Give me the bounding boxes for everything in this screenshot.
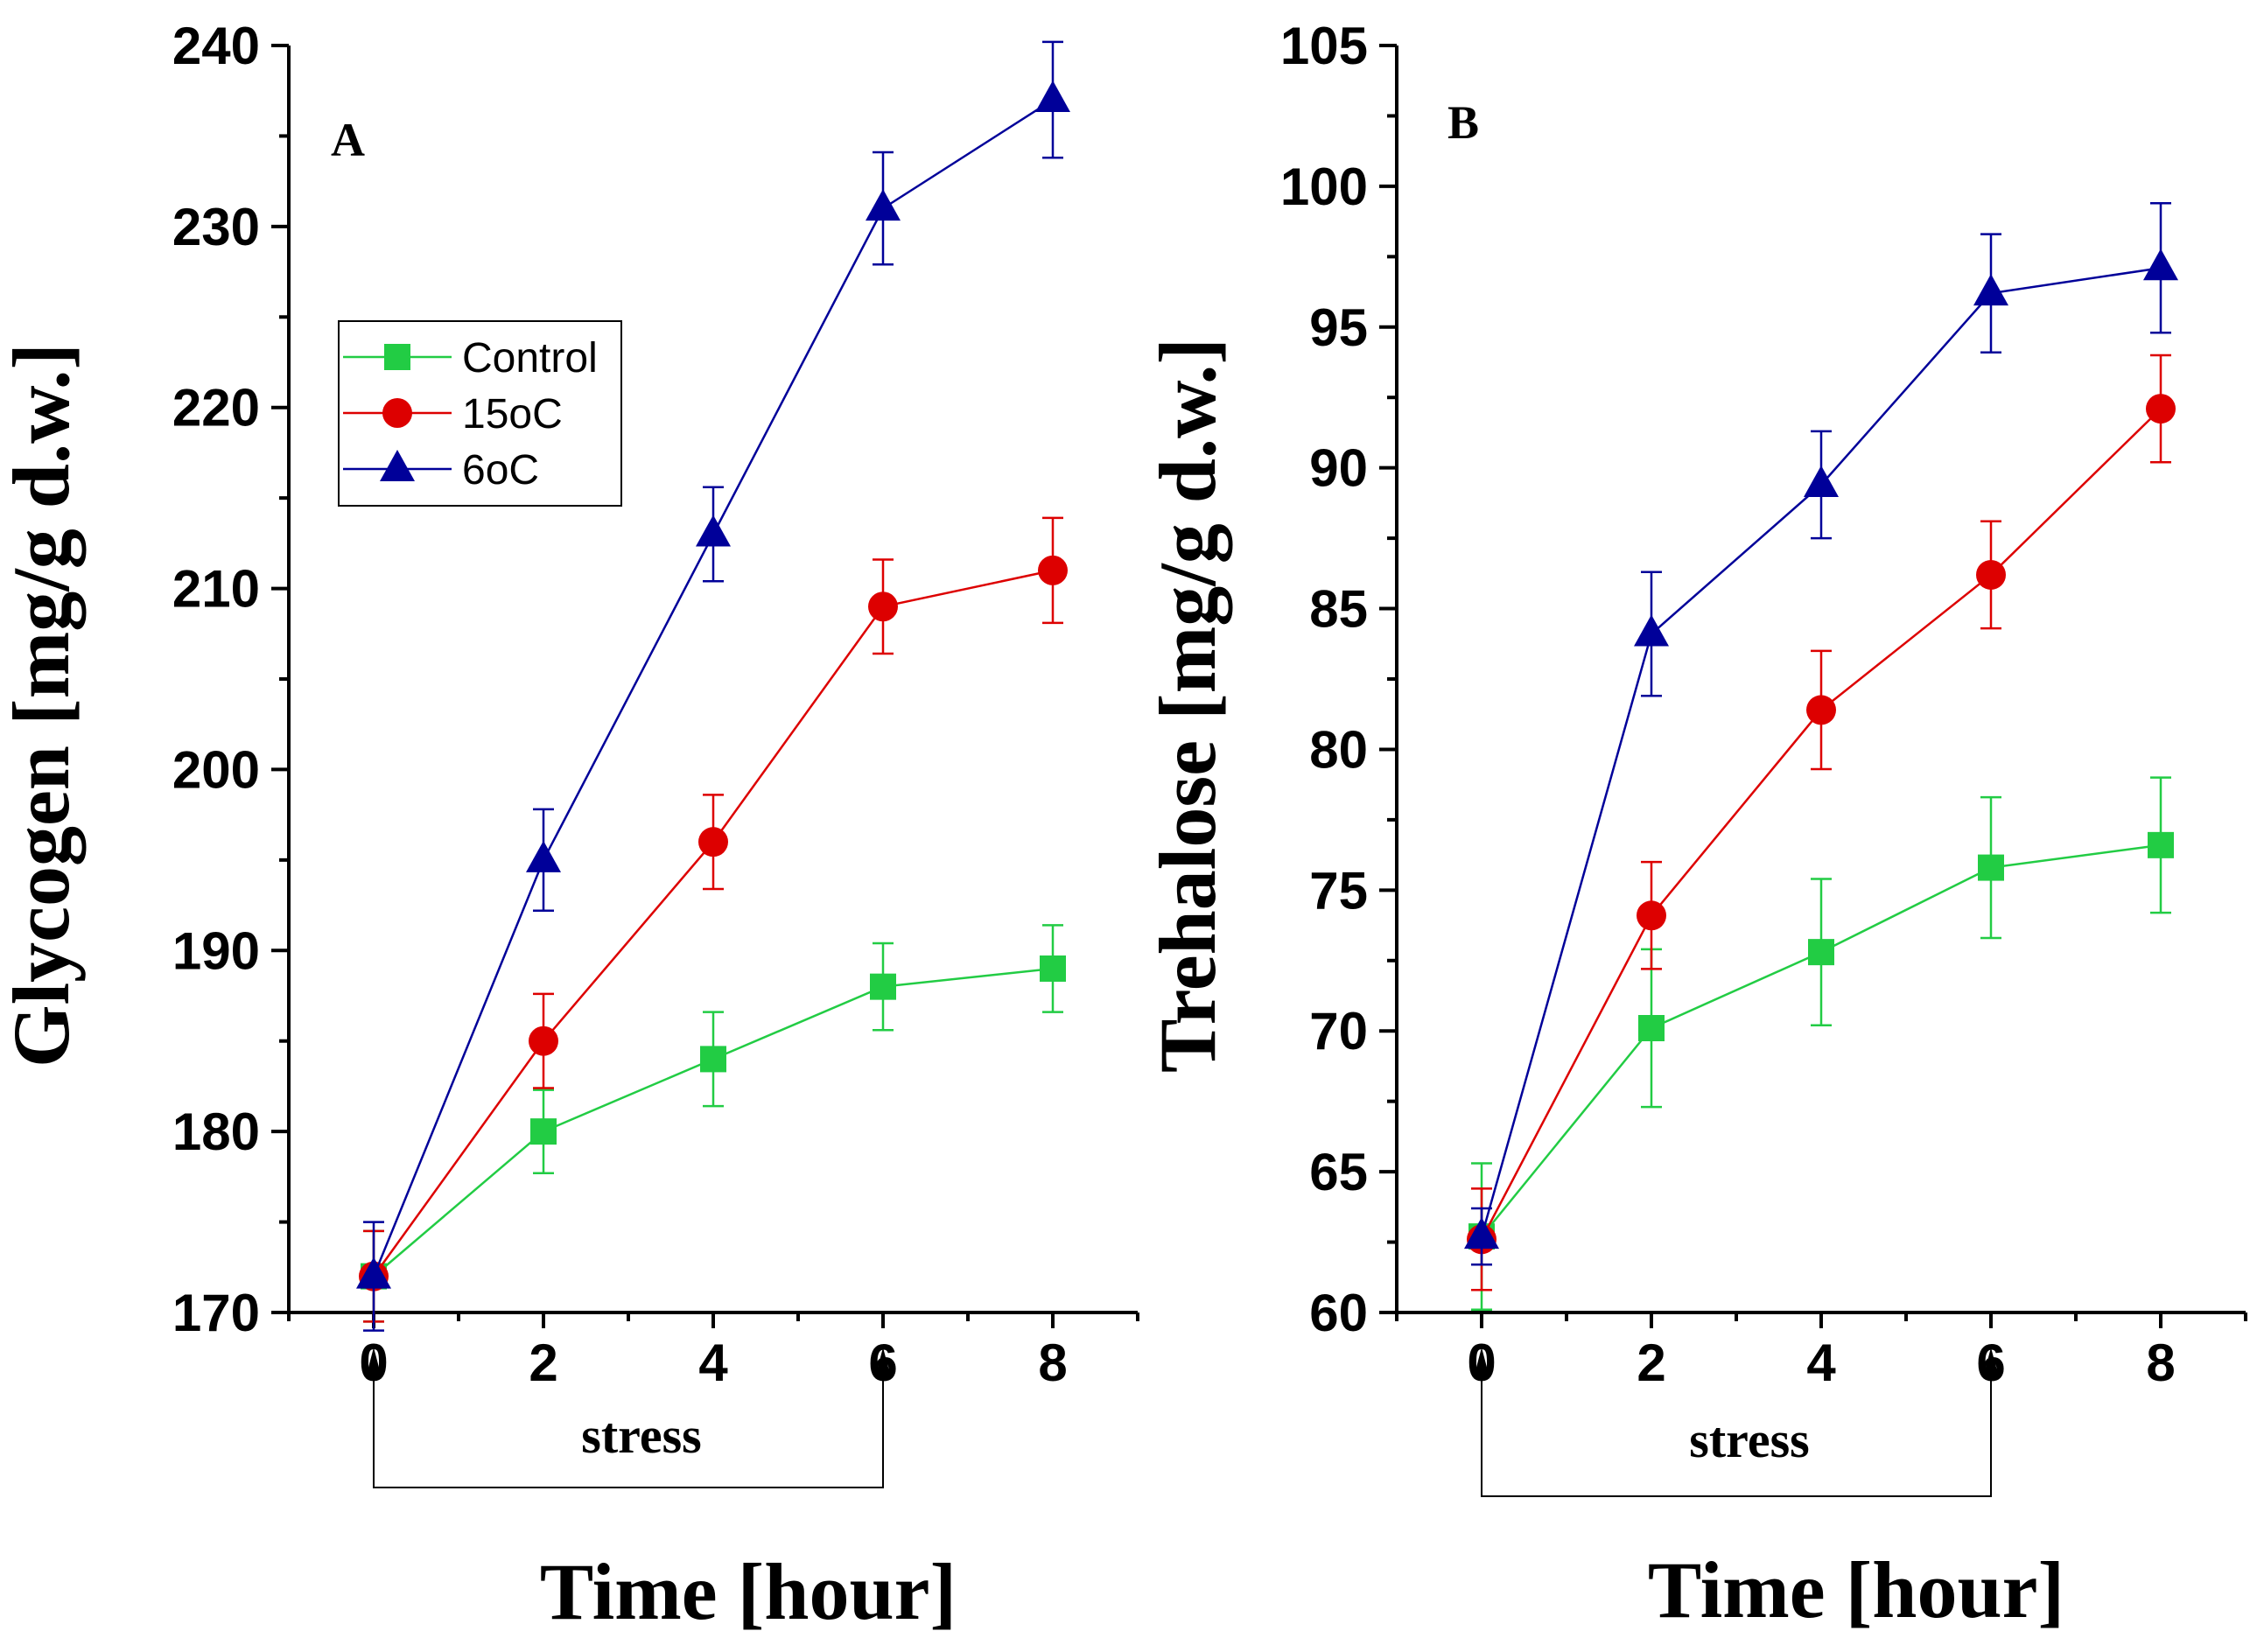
y-tick-label: 65 — [1309, 1143, 1368, 1201]
y-tick-label: 220 — [172, 379, 260, 438]
legend-item-control: Control — [343, 335, 598, 382]
data-point-control-x4 — [1808, 939, 1834, 966]
data-point-control-x2 — [1638, 1015, 1665, 1042]
stress-arrow-end-icon — [1983, 1348, 1999, 1377]
data-point-15oc-x6 — [868, 592, 898, 622]
series-6oc — [356, 40, 1070, 1332]
data-point-6oc-x8 — [2143, 248, 2178, 281]
legend: Control 15oC 6oC — [338, 320, 622, 507]
panel-letter: B — [1447, 96, 1479, 149]
data-point-15oc-x2 — [529, 1026, 558, 1056]
y-tick-label: 90 — [1309, 439, 1368, 498]
data-point-15oc-x4 — [698, 827, 728, 858]
panel-a-glycogen-chart: 17018019020021022023024002468Glycogen [m… — [0, 17, 1139, 1636]
panel-letter: A — [331, 114, 365, 166]
x-tick-label: 2 — [529, 1334, 557, 1392]
legend-marker-control — [384, 344, 410, 370]
y-axis-title: Trehalose [mg/g d.w.] — [1143, 338, 1232, 1073]
y-tick-label: 230 — [172, 198, 260, 256]
y-tick-label: 100 — [1280, 158, 1368, 216]
y-tick-label: 180 — [172, 1102, 260, 1161]
series-15oc — [359, 516, 1068, 1323]
stress-arrow-end-icon — [875, 1348, 891, 1377]
legend-marker-15oc — [382, 398, 412, 428]
legend-marker-6oc — [380, 450, 415, 481]
series-control — [1468, 776, 2174, 1312]
y-tick-label: 200 — [172, 740, 260, 799]
y-tick-label: 80 — [1309, 720, 1368, 779]
data-point-6oc-x8 — [1035, 80, 1070, 113]
y-tick-label: 190 — [172, 921, 260, 980]
legend-label: 6oC — [462, 447, 539, 494]
data-point-6oc-x2 — [526, 840, 561, 872]
x-axis-title: Time [hour] — [1648, 1545, 2064, 1634]
data-point-6oc-x2 — [1634, 614, 1669, 647]
y-tick-label: 60 — [1309, 1284, 1368, 1342]
stress-label: stress — [581, 1407, 701, 1464]
stress-bracket-line — [1481, 1365, 1992, 1497]
data-point-6oc-x0 — [356, 1256, 391, 1289]
data-point-control-x8 — [2148, 831, 2174, 858]
data-point-control-x4 — [700, 1046, 726, 1073]
y-tick-label: 170 — [172, 1284, 260, 1342]
y-tick-label: 95 — [1309, 298, 1368, 357]
data-point-15oc-x8 — [1038, 555, 1068, 585]
data-point-control-x6 — [870, 973, 896, 1000]
x-tick-label: 4 — [698, 1334, 728, 1392]
x-tick-label: 8 — [2146, 1334, 2175, 1392]
y-axis-title: Glycogen [mg/g d.w.] — [0, 343, 86, 1068]
series-control — [361, 924, 1066, 1323]
data-point-15oc-x6 — [1976, 559, 2006, 590]
x-axis-title: Time [hour] — [540, 1547, 957, 1636]
data-point-control-x6 — [1978, 854, 2004, 881]
legend-label: 15oC — [462, 391, 563, 438]
data-point-6oc-x0 — [1464, 1217, 1499, 1250]
data-point-6oc-x4 — [1804, 465, 1839, 497]
stress-bracket — [366, 1348, 891, 1488]
y-tick-label: 105 — [1280, 17, 1368, 75]
data-point-15oc-x4 — [1806, 695, 1836, 725]
data-point-6oc-x4 — [696, 514, 731, 547]
series-15oc — [1467, 354, 2176, 1292]
series-6oc — [1464, 201, 2178, 1266]
data-point-control-x2 — [530, 1118, 557, 1145]
data-point-6oc-x6 — [866, 189, 901, 221]
data-point-15oc-x8 — [2146, 394, 2176, 424]
legend-item-15oc: 15oC — [343, 391, 563, 438]
stress-label: stress — [1689, 1411, 1809, 1468]
y-tick-label: 210 — [172, 560, 260, 619]
y-tick-label: 85 — [1309, 580, 1368, 639]
y-tick-label: 240 — [172, 17, 260, 75]
panel-b-trehalose-chart: 606570758085909510010502468Trehalose [mg… — [1143, 17, 2247, 1634]
stress-bracket — [1474, 1348, 1999, 1497]
stress-bracket-line — [373, 1365, 884, 1488]
stress-arrow-start-icon — [366, 1348, 382, 1377]
data-point-control-x8 — [1040, 955, 1066, 982]
y-tick-label: 75 — [1309, 861, 1368, 920]
data-point-6oc-x6 — [1973, 274, 2008, 306]
data-point-15oc-x2 — [1637, 900, 1666, 931]
x-tick-label: 4 — [1806, 1334, 1836, 1392]
y-tick-label: 70 — [1309, 1002, 1368, 1060]
series-line — [372, 569, 1054, 1278]
legend-item-6oc: 6oC — [343, 447, 539, 494]
x-tick-label: 8 — [1038, 1334, 1067, 1392]
legend-label: Control — [462, 335, 598, 382]
stress-arrow-start-icon — [1474, 1348, 1489, 1377]
x-tick-label: 2 — [1637, 1334, 1665, 1392]
